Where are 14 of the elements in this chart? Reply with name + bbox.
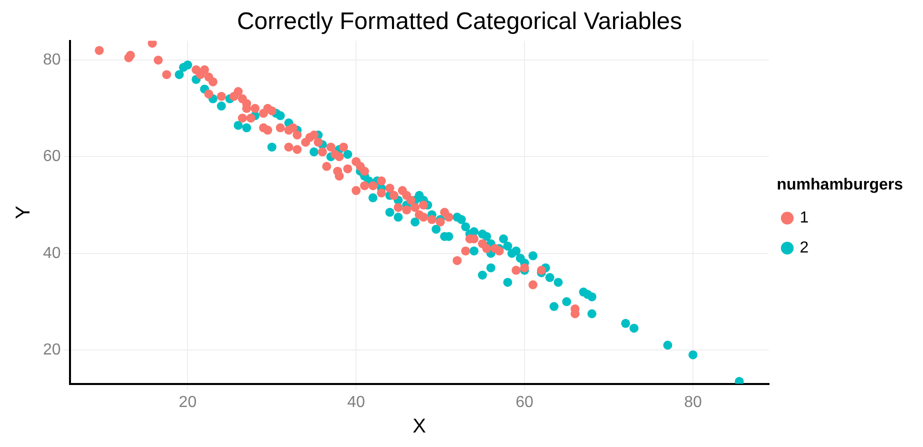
legend-label: 2 — [800, 240, 809, 257]
legend-label: 1 — [800, 210, 809, 227]
chart-title: Correctly Formatted Categorical Variables — [236, 8, 682, 36]
x-tick-label: 40 — [347, 394, 366, 411]
x-tick-label: 60 — [516, 394, 534, 411]
x-axis-title: X — [412, 416, 426, 438]
y-tick-label: 20 — [43, 341, 61, 358]
y-axis-title: Y — [12, 206, 35, 219]
y-tick-label: 60 — [43, 148, 61, 166]
legend-title: numhamburgers — [776, 176, 904, 194]
x-tick-label: 80 — [684, 394, 702, 411]
y-tick-label: 80 — [43, 52, 61, 69]
y-tick-label: 40 — [43, 244, 61, 262]
x-tick-label: 20 — [178, 394, 197, 411]
